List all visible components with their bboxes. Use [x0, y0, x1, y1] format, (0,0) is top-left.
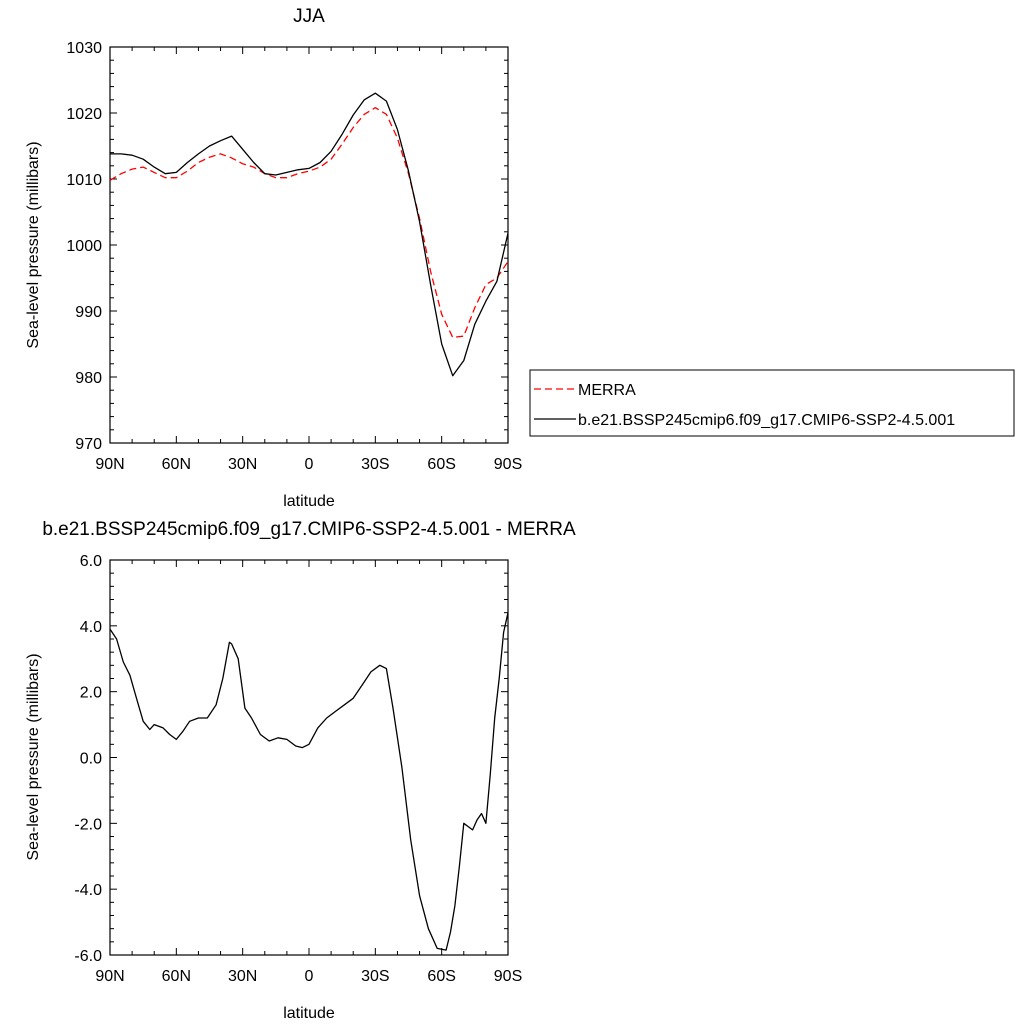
- x-tick-label: 60N: [162, 968, 191, 985]
- x-tick-label: 0: [305, 968, 314, 985]
- x-tick-label: 90N: [95, 456, 124, 473]
- series-lines: [109, 92, 509, 377]
- y-tick-label: 990: [75, 304, 102, 321]
- x-tick-label: 90N: [95, 968, 124, 985]
- y-tick-label: 1030: [66, 40, 102, 57]
- x-tick-label: 0: [305, 456, 314, 473]
- legend-box: [529, 369, 1015, 437]
- y-tick-label: 1000: [66, 238, 102, 255]
- x-tick-label: 30N: [228, 968, 257, 985]
- chart-title: JJA: [293, 6, 325, 27]
- x-tick-label: 30S: [361, 456, 389, 473]
- y-tick-label: 970: [75, 436, 102, 453]
- y-axis-ticks: -6.0 -4.0 -2.0 0.0 2.0 4.0 6.0: [74, 553, 508, 965]
- y-tick-label: 6.0: [80, 553, 102, 570]
- y-tick-label: 980: [75, 370, 102, 387]
- x-tick-label: 30S: [361, 968, 389, 985]
- difference-line: [109, 612, 509, 951]
- x-axis-ticks: 90N 60N 30N 0 30S 60S 90S: [95, 47, 522, 473]
- y-axis-label: Sea-level pressure (millibars): [25, 653, 42, 860]
- chart-title: b.e21.BSSP245cmip6.f09_g17.CMIP6-SSP2-4.…: [42, 519, 576, 540]
- model-line: [110, 92, 509, 377]
- y-tick-label: -2.0: [74, 816, 102, 833]
- x-tick-label: 60S: [427, 968, 455, 985]
- legend-label-model: b.e21.BSSP245cmip6.f09_g17.CMIP6-SSP2-4.…: [578, 412, 955, 429]
- series-lines: [109, 612, 509, 951]
- bottom-panel-difference: b.e21.BSSP245cmip6.f09_g17.CMIP6-SSP2-4.…: [25, 519, 576, 1022]
- x-tick-label: 90S: [494, 968, 522, 985]
- top-panel-jja: JJA 90N 60N 30N 0 30S 60S 90S 970 980 990 1000 101…: [25, 6, 1015, 510]
- y-tick-label: 1020: [66, 106, 102, 123]
- legend-label-merra: MERRA: [578, 382, 636, 399]
- plot-frame: [109, 46, 509, 444]
- y-tick-label: -6.0: [74, 948, 102, 965]
- y-axis-ticks: 970 980 990 1000 1010 1020 1030: [66, 40, 508, 453]
- y-tick-label: 4.0: [80, 619, 102, 636]
- y-tick-label: 1010: [66, 172, 102, 189]
- x-axis-label: latitude: [283, 1005, 335, 1022]
- x-tick-label: 30N: [228, 456, 257, 473]
- y-tick-label: -4.0: [74, 882, 102, 899]
- y-tick-label: 0.0: [80, 751, 102, 768]
- x-axis-ticks: 90N 60N 30N 0 30S 60S 90S: [95, 560, 522, 985]
- legend: MERRA b.e21.BSSP245cmip6.f09_g17.CMIP6-S…: [529, 369, 1015, 437]
- y-axis-label: Sea-level pressure (millibars): [25, 141, 42, 348]
- merra-line: [109, 107, 509, 339]
- x-tick-label: 60N: [162, 456, 191, 473]
- y-tick-label: 2.0: [80, 685, 102, 702]
- x-tick-label: 90S: [494, 456, 522, 473]
- plot-frame: [109, 559, 509, 956]
- x-tick-label: 60S: [427, 456, 455, 473]
- x-axis-label: latitude: [283, 493, 335, 510]
